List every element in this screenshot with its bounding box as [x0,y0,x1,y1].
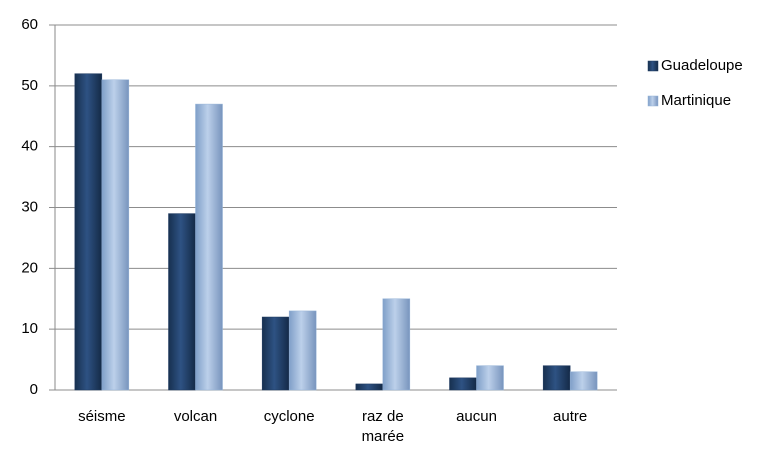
y-tick-label: 10 [21,320,38,337]
bar [476,365,504,391]
bar [355,383,384,391]
y-tick-label: 30 [21,198,38,215]
bar [288,310,317,391]
y-tick-label: 50 [21,77,38,94]
legend-swatch [647,60,659,72]
bar [101,79,130,391]
legend-swatch [647,95,659,107]
bar [542,365,571,391]
bar [195,103,223,391]
x-tick-label: séisme [78,408,126,425]
y-tick-label: 0 [30,381,38,398]
bar [449,377,477,391]
bar [74,73,103,391]
y-tick-label: 40 [21,138,38,155]
bar [382,298,411,391]
x-tick-label: raz de marée [361,408,405,445]
y-tick-label: 60 [21,16,38,33]
x-tick-label: aucun [456,408,497,425]
bar [569,371,598,391]
legend-label: Martinique [661,92,731,109]
legend-label: Guadeloupe [661,57,743,74]
bar [168,213,196,391]
x-tick-label: volcan [173,408,218,425]
x-tick-label: cyclone [263,408,315,425]
y-tick-label: 20 [21,259,38,276]
x-tick-label: autre [553,408,588,425]
bar [261,316,290,391]
